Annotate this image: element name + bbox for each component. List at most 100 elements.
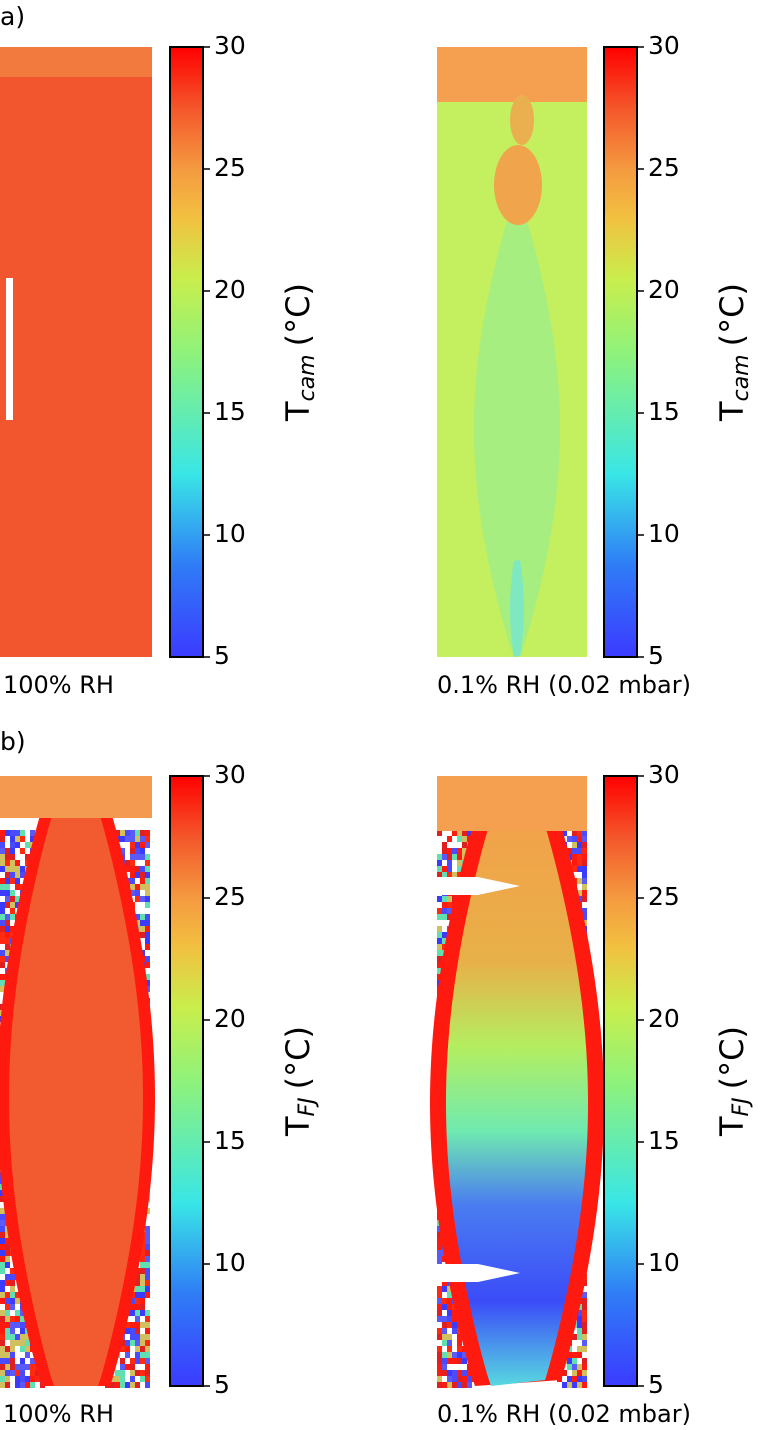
noise-pixel: [457, 1382, 462, 1388]
scale-bar: [6, 278, 13, 420]
noise-pixel: [145, 1274, 150, 1280]
noise-pixel: [20, 1358, 25, 1364]
noise-pixel: [442, 1340, 447, 1346]
noise-pixel: [462, 1376, 467, 1382]
noise-pixel: [437, 836, 442, 842]
noise-pixel: [20, 1346, 25, 1352]
colorbar: [603, 775, 638, 1387]
noise-pixel: [452, 872, 457, 878]
noise-pixel: [462, 1352, 467, 1358]
noise-pixel: [25, 854, 30, 860]
noise-pixel: [442, 1322, 447, 1328]
noise-pixel: [125, 848, 130, 854]
noise-pixel: [15, 872, 20, 878]
noise-pixel: [120, 1364, 125, 1370]
noise-pixel: [5, 1304, 10, 1310]
noise-pixel: [5, 920, 10, 926]
noise-pixel: [125, 860, 130, 866]
noise-pixel: [135, 914, 140, 920]
noise-pixel: [15, 1292, 20, 1298]
noise-pixel: [447, 1316, 452, 1322]
noise-pixel: [10, 1316, 15, 1322]
noise-pixel: [135, 1358, 140, 1364]
noise-pixel: [145, 1346, 150, 1352]
noise-pixel: [442, 848, 447, 854]
noise-pixel: [447, 1328, 452, 1334]
label-main: T: [713, 401, 751, 422]
label-main: T: [279, 401, 317, 422]
noise-pixel: [125, 1322, 130, 1328]
noise-pixel: [20, 830, 25, 836]
noise-pixel: [15, 860, 20, 866]
noise-pixel: [20, 1382, 25, 1388]
noise-pixel: [442, 1256, 447, 1262]
noise-pixel: [120, 848, 125, 854]
noise-pixel: [567, 1376, 572, 1382]
noise-pixel: [0, 956, 5, 962]
noise-pixel: [582, 896, 587, 902]
noise-pixel: [130, 890, 135, 896]
noise-pixel: [437, 848, 442, 854]
noise-pixel: [120, 1382, 125, 1388]
noise-pixel: [0, 878, 5, 884]
noise-pixel: [35, 1376, 40, 1382]
noise-pixel: [125, 1346, 130, 1352]
noise-pixel: [135, 908, 140, 914]
noise-pixel: [145, 860, 150, 866]
noise-pixel: [135, 866, 140, 872]
noise-pixel: [437, 860, 442, 866]
noise-pixel: [15, 902, 20, 908]
noise-pixel: [130, 1346, 135, 1352]
noise-pixel: [145, 866, 150, 872]
noise-pixel: [437, 854, 442, 860]
noise-pixel: [582, 1382, 587, 1388]
noise-pixel: [145, 872, 150, 878]
image-caption: 0.1% RH (0.02 mbar): [437, 1400, 691, 1428]
noise-pixel: [0, 938, 5, 944]
noise-pixel: [135, 1376, 140, 1382]
noise-pixel: [125, 1358, 130, 1364]
noise-pixel: [135, 1364, 140, 1370]
noise-pixel: [35, 1382, 40, 1388]
noise-pixel: [10, 896, 15, 902]
noise-pixel: [0, 1316, 5, 1322]
noise-pixel: [5, 956, 10, 962]
noise-pixel: [572, 860, 577, 866]
noise-pixel: [125, 1364, 130, 1370]
noise-pixel: [10, 1352, 15, 1358]
noise-pixel: [15, 1364, 20, 1370]
noise-pixel: [125, 1340, 130, 1346]
noise-pixel: [5, 854, 10, 860]
colorbar-tick-label: 30: [214, 31, 246, 60]
thermal-image: [0, 47, 152, 657]
noise-pixel: [452, 1340, 457, 1346]
noise-pixel: [0, 1226, 5, 1232]
noise-pixel: [5, 860, 10, 866]
noise-pixel: [437, 1298, 442, 1304]
noise-pixel: [5, 1370, 10, 1376]
noise-pixel: [130, 1304, 135, 1310]
noise-pixel: [20, 1370, 25, 1376]
noise-pixel: [140, 872, 145, 878]
noise-pixel: [5, 1358, 10, 1364]
noise-pixel: [452, 1370, 457, 1376]
noise-pixel: [5, 848, 10, 854]
noise-pixel: [25, 1364, 30, 1370]
noise-pixel: [120, 842, 125, 848]
noise-pixel: [0, 908, 5, 914]
noise-pixel: [442, 1310, 447, 1316]
noise-pixel: [0, 830, 5, 836]
colorbar-tick-label: 20: [214, 275, 246, 304]
noise-pixel: [0, 962, 5, 968]
noise-pixel: [577, 854, 582, 860]
noise-pixel: [10, 1304, 15, 1310]
noise-pixel: [135, 848, 140, 854]
noise-pixel: [442, 1292, 447, 1298]
noise-pixel: [15, 896, 20, 902]
image-caption: 100% RH: [3, 1400, 114, 1428]
noise-pixel: [145, 1304, 150, 1310]
noise-pixel: [437, 1376, 442, 1382]
noise-pixel: [0, 914, 5, 920]
noise-pixel: [582, 1358, 587, 1364]
noise-pixel: [437, 1370, 442, 1376]
